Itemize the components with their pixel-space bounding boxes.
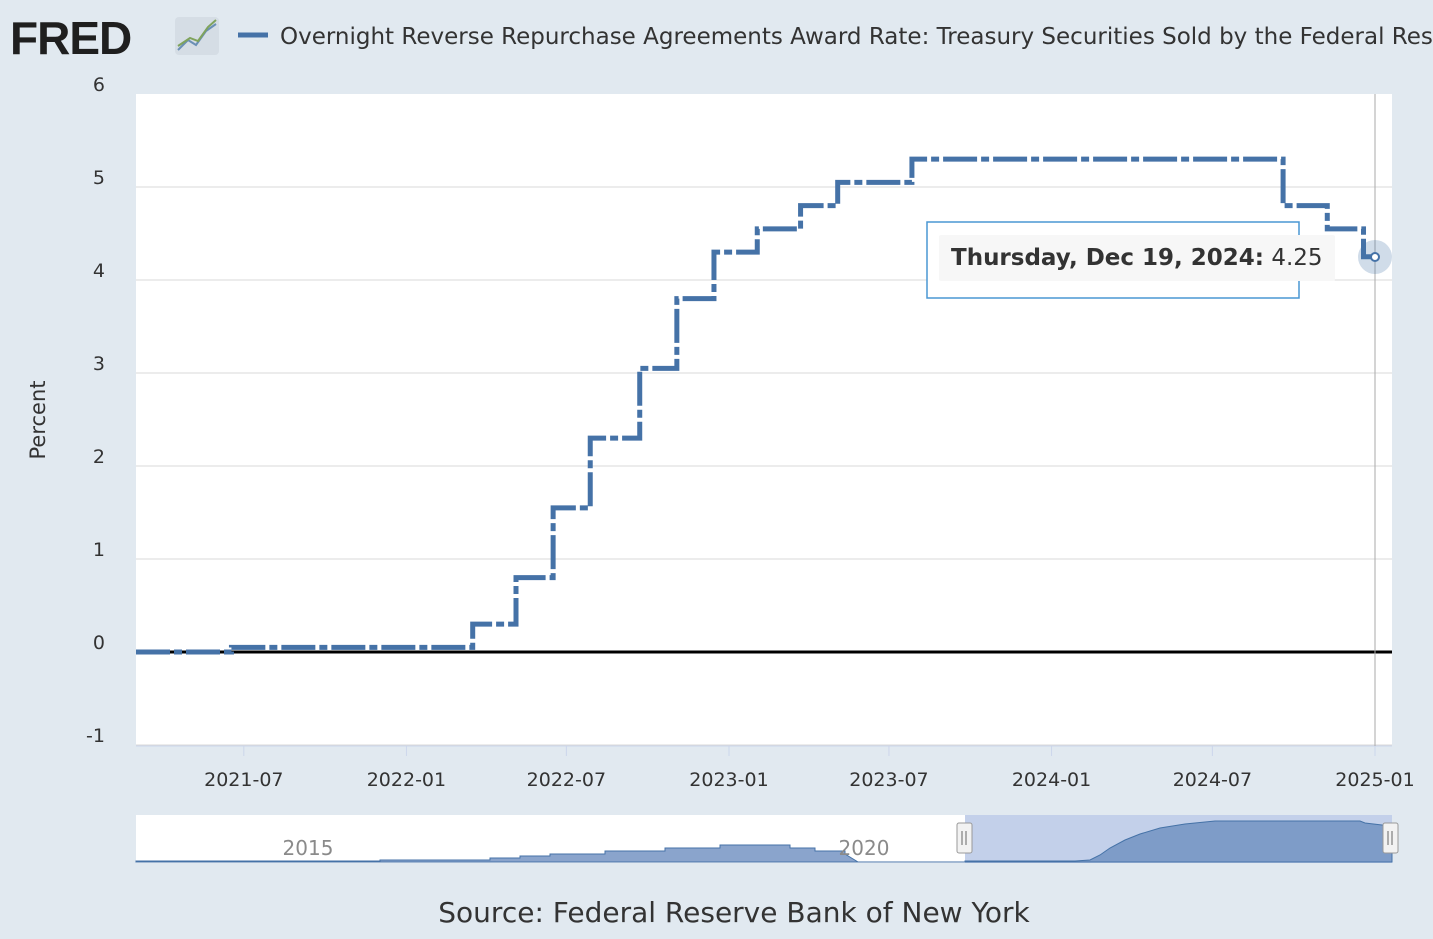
y-tick-label: 2: [93, 446, 105, 468]
x-tick-label: 2023-01: [689, 769, 768, 791]
y-tick-label: 6: [93, 74, 105, 96]
data-point: [590, 438, 591, 439]
y-tick-label: 1: [93, 539, 105, 561]
x-axis: 2021-07 2022-01 2022-07 2023-01 2023-07 2024-…: [136, 745, 1415, 791]
data-point: [231, 647, 232, 648]
data-point: [837, 182, 838, 183]
data-point: [639, 368, 640, 369]
navigator-history-area: [135, 844, 860, 863]
x-tick-label: 2021-07: [204, 769, 283, 791]
tooltip-value: 4.25: [1271, 245, 1323, 271]
data-point: [911, 159, 912, 160]
data-point: [757, 228, 758, 229]
y-axis-label: Percent: [26, 380, 50, 459]
navigator-handle-right[interactable]: [1382, 822, 1399, 854]
data-point: [516, 577, 517, 578]
tooltip: Thursday, Dec 19, 2024: 4.25: [927, 222, 1335, 297]
series-title[interactable]: Overnight Reverse Repurchase Agreements …: [280, 24, 1433, 50]
data-point: [1327, 228, 1328, 229]
navigator-label-2015: 2015: [283, 836, 334, 860]
navigator-label-2020: 2020: [839, 836, 890, 860]
tooltip-content: Thursday, Dec 19, 2024: 4.25: [939, 235, 1335, 281]
y-tick-label: -1: [86, 725, 105, 747]
series-line[interactable]: [136, 156, 1375, 655]
y-axis: -1 0 1 2 3 4 5 6: [86, 74, 105, 747]
data-point: [676, 298, 677, 299]
y-tick-label: 5: [93, 167, 105, 189]
y-tick-label: 0: [93, 632, 105, 654]
grid-lines: [136, 186, 1392, 746]
data-point: [136, 652, 137, 653]
plot-area: [136, 94, 1392, 746]
tooltip-date: Thursday, Dec 19, 2024:: [951, 245, 1264, 271]
x-tick-label: 2022-07: [527, 769, 606, 791]
source-text: Source: Federal Reserve Bank of New York: [438, 896, 1030, 929]
data-point: [1283, 205, 1284, 206]
line-chart-icon: [175, 17, 219, 55]
x-tick-label: 2024-01: [1012, 769, 1091, 791]
x-tick-label: 2025-01: [1335, 769, 1414, 791]
data-point: [553, 507, 554, 508]
highlight-point[interactable]: [1370, 252, 1380, 262]
x-tick-label: 2022-01: [367, 769, 446, 791]
data-point: [713, 252, 714, 253]
fred-logo[interactable]: FRED: [10, 12, 132, 64]
x-tick-label: 2024-07: [1173, 769, 1252, 791]
data-point: [472, 624, 473, 625]
data-point: [800, 205, 801, 206]
y-tick-label: 3: [93, 353, 105, 375]
x-tick-label: 2023-07: [849, 769, 928, 791]
series-group: [136, 156, 1375, 655]
y-tick-label: 4: [93, 260, 105, 282]
navigator-handle-left[interactable]: [956, 822, 973, 854]
